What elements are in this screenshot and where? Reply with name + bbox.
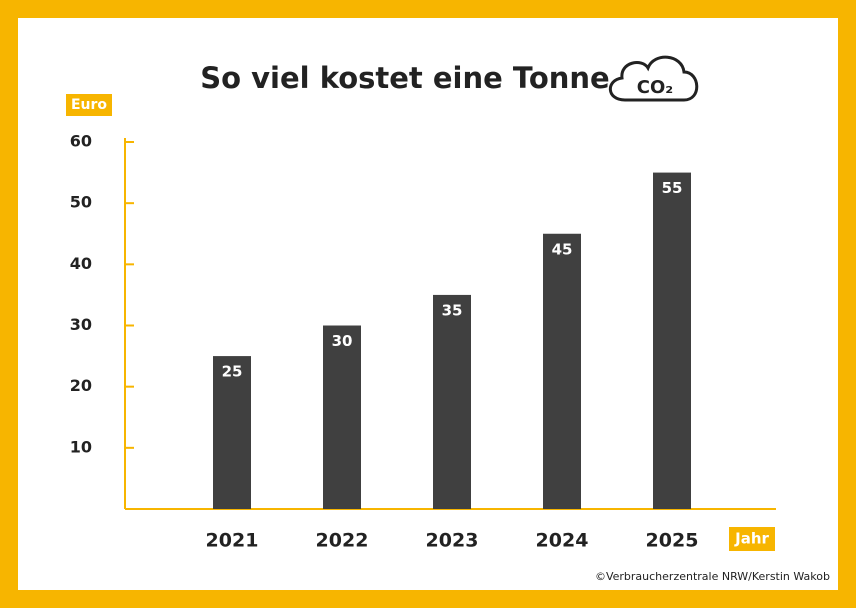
y-tick-label: 40 — [70, 254, 92, 273]
value-label: 30 — [332, 332, 353, 350]
x-label-box — [729, 527, 775, 551]
chart-title: So viel kostet eine Tonne — [200, 61, 609, 95]
value-label: 25 — [222, 363, 243, 381]
panel — [18, 18, 838, 590]
y-tick-label: 10 — [70, 437, 92, 456]
bar — [433, 294, 471, 509]
x-tick-label: 2025 — [646, 530, 699, 552]
bar — [543, 233, 581, 509]
x-tick-label: 2021 — [206, 530, 259, 552]
y-axis-label: Euro — [71, 97, 107, 113]
x-tick-label: 2023 — [426, 530, 479, 552]
value-label: 45 — [552, 240, 573, 258]
y-label-box — [66, 94, 112, 116]
cloud-text: CO₂ — [637, 77, 673, 98]
y-tick-label: 30 — [70, 315, 92, 334]
bar — [323, 325, 361, 509]
value-label: 35 — [442, 301, 463, 319]
cloud-icon — [608, 55, 699, 102]
x-axis-label: Jahr — [734, 530, 769, 548]
value-label: 55 — [662, 179, 683, 197]
credit: ©Verbraucherzentrale NRW/Kerstin Wakob — [595, 570, 830, 583]
bar — [213, 356, 251, 509]
x-tick-label: 2024 — [536, 530, 589, 552]
y-tick-label: 60 — [70, 132, 92, 151]
y-tick-label: 50 — [70, 193, 92, 212]
y-tick-label: 20 — [70, 376, 92, 395]
bar — [653, 172, 691, 510]
x-tick-label: 2022 — [316, 530, 369, 552]
